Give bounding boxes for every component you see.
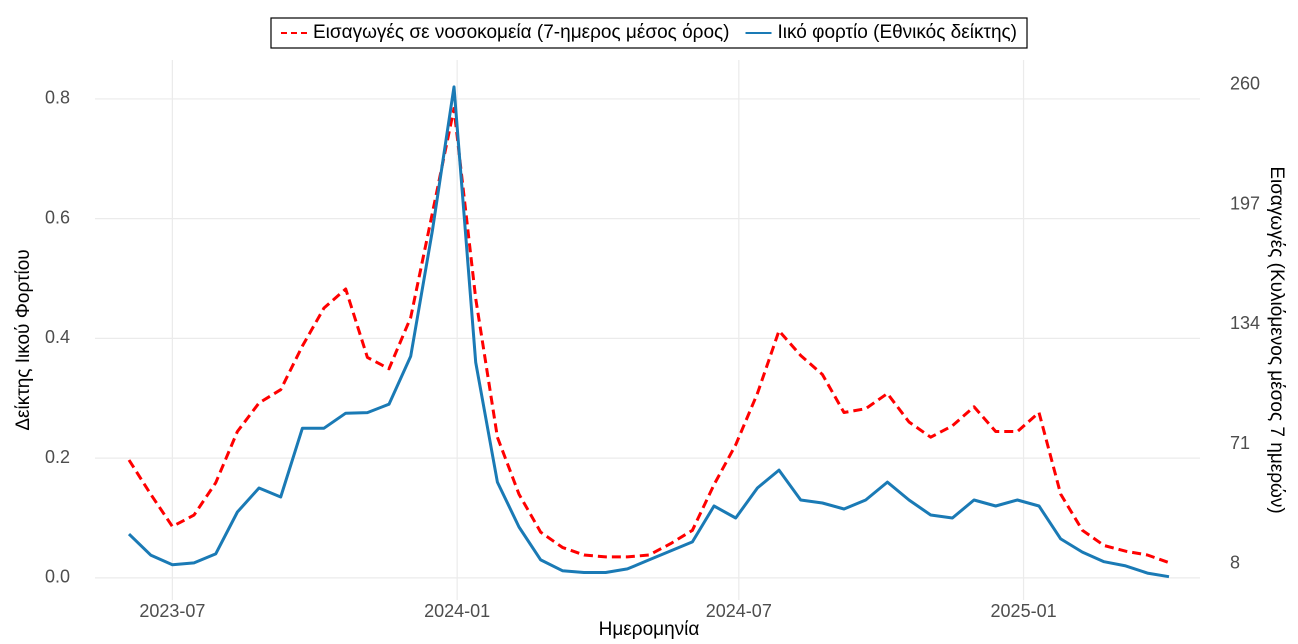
y2-axis-title: Εισαγωγές (Κυλιόμενος μέσος 7 ημερών) bbox=[1266, 166, 1287, 513]
y2-tick-label: 197 bbox=[1230, 193, 1260, 213]
x-tick-label: 2025-01 bbox=[991, 601, 1057, 621]
y-tick-label: 0.4 bbox=[45, 327, 70, 347]
y-tick-label: 0.0 bbox=[45, 567, 70, 587]
x-tick-label: 2023-07 bbox=[139, 601, 205, 621]
x-tick-label: 2024-07 bbox=[706, 601, 772, 621]
legend-label: Ιικό φορτίο (Εθνικός δείκτης) bbox=[778, 22, 1018, 43]
x-tick-label: 2024-01 bbox=[424, 601, 490, 621]
series-line bbox=[127, 107, 1170, 565]
y2-tick-label: 8 bbox=[1230, 553, 1240, 573]
y-tick-label: 0.6 bbox=[45, 207, 70, 227]
y-axis-title: Δείκτης Ιικού Φορτίου bbox=[13, 249, 34, 430]
legend: Εισαγωγές σε νοσοκομεία (7-ημερος μέσος … bbox=[270, 17, 1028, 49]
series-line bbox=[127, 85, 1170, 579]
x-axis-title: Ημερομηνία bbox=[599, 619, 700, 640]
legend-box bbox=[270, 17, 1028, 49]
y-tick-label: 0.8 bbox=[45, 88, 70, 108]
y-tick-label: 0.2 bbox=[45, 447, 70, 467]
y2-tick-label: 71 bbox=[1230, 433, 1250, 453]
y2-tick-label: 260 bbox=[1230, 74, 1260, 94]
legend-label: Εισαγωγές σε νοσοκομεία (7-ημερος μέσος … bbox=[313, 22, 730, 43]
y2-tick-label: 134 bbox=[1230, 313, 1260, 333]
grid bbox=[95, 60, 1200, 600]
